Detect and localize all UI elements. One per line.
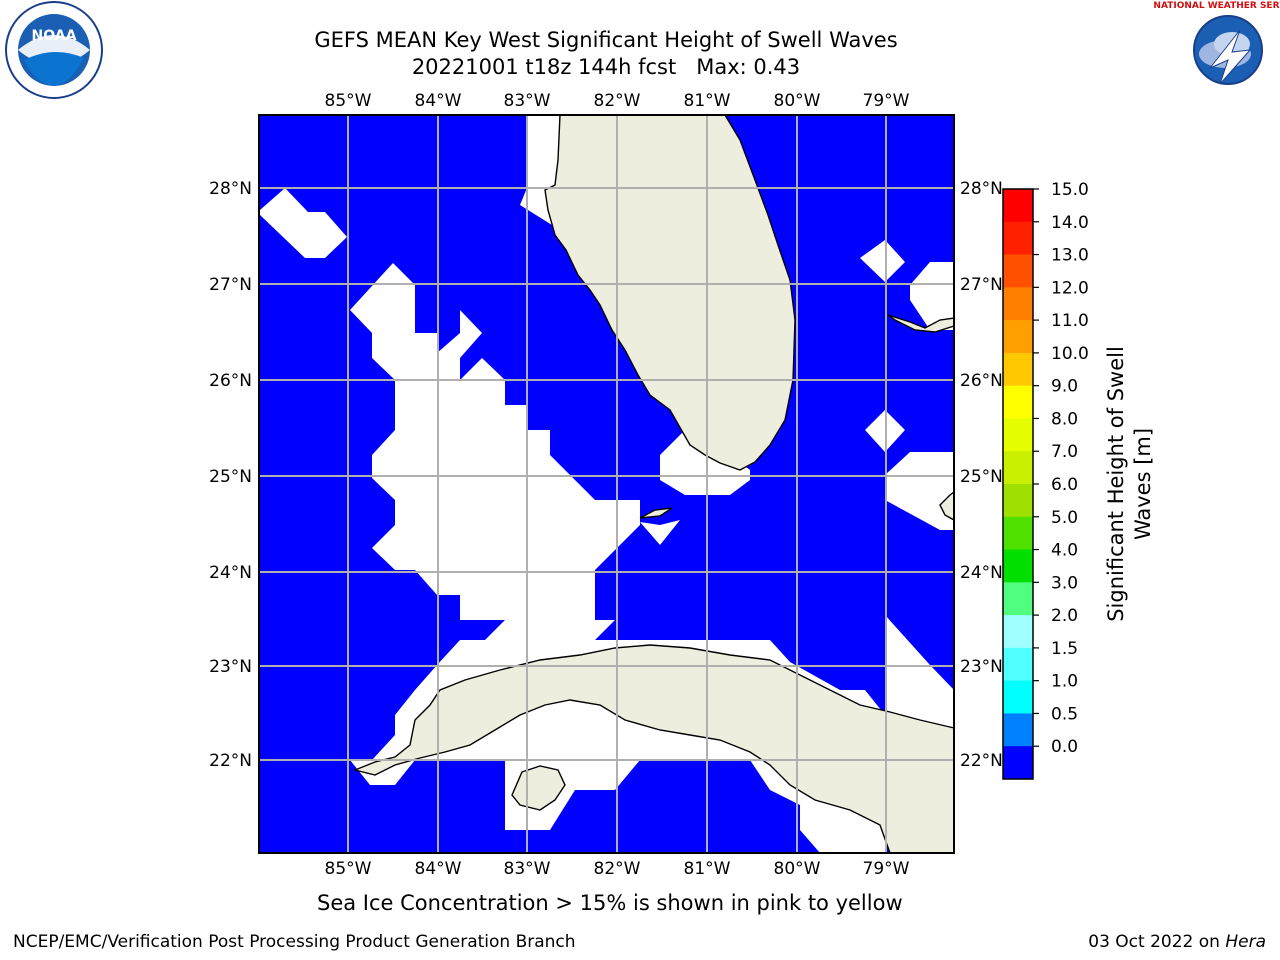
- noaa-logo-text: NOAA: [32, 28, 77, 44]
- lon-label: 79°W: [863, 859, 910, 879]
- colorbar-swatch: [1003, 189, 1033, 223]
- lon-labels-bottom: 85°W 84°W 83°W 82°W 81°W 80°W 79°W: [325, 859, 910, 879]
- colorbar-tick-label: 14.0: [1051, 213, 1089, 233]
- lat-label: 28°N: [209, 179, 252, 199]
- lat-label: 23°N: [960, 657, 1003, 677]
- colorbar-swatch: [1003, 451, 1033, 485]
- map-area: [258, 114, 955, 854]
- colorbar-tick-label: 11.0: [1051, 311, 1089, 331]
- colorbar-tick-label: 5.0: [1051, 508, 1078, 528]
- lon-label: 85°W: [325, 859, 372, 879]
- keys-island: [639, 507, 673, 519]
- colorbar-tick-label: 2.0: [1051, 606, 1078, 626]
- colorbar-tick-label: 6.0: [1051, 475, 1078, 495]
- colorbar-swatch: [1003, 549, 1033, 583]
- lon-labels-top: 85°W 84°W 83°W 82°W 81°W 80°W 79°W: [325, 91, 910, 111]
- sea-ice-note: Sea Ice Concentration > 15% is shown in …: [317, 891, 903, 915]
- lat-label: 26°N: [209, 371, 252, 391]
- colorbar-swatch: [1003, 615, 1033, 649]
- colorbar-tick-label: 7.0: [1051, 442, 1078, 462]
- map-subtitle: 20221001 t18z 144h fcst Max: 0.43: [411, 55, 801, 79]
- lat-label: 22°N: [960, 751, 1003, 771]
- footer-credit: NCEP/EMC/Verification Post Processing Pr…: [13, 932, 576, 952]
- colorbar-tick-label: 4.0: [1051, 541, 1078, 561]
- isle-of-youth: [511, 765, 566, 811]
- footer-date-machine: 03 Oct 2022 on Hera: [1088, 932, 1266, 952]
- colorbar-tick-label: 0.0: [1051, 737, 1078, 757]
- colorbar-swatch: [1003, 680, 1033, 714]
- lat-label: 25°N: [209, 467, 252, 487]
- colorbar-tick-label: 15.0: [1051, 180, 1089, 200]
- lat-label: 22°N: [209, 751, 252, 771]
- noaa-logo: NOAA: [5, 1, 103, 99]
- colorbar-swatch: [1003, 713, 1033, 747]
- colorbar-swatch: [1003, 647, 1033, 682]
- colorbar-tick-label: 8.0: [1051, 409, 1078, 429]
- nws-logo: NATIONAL WEATHER SERVICE: [1153, 1, 1280, 98]
- map-frame: [258, 114, 955, 854]
- lat-label: 23°N: [209, 657, 252, 677]
- lon-label: 84°W: [415, 859, 462, 879]
- colorbar-swatch: [1003, 484, 1033, 518]
- colorbar-label-line2: Waves [m]: [1131, 428, 1155, 540]
- colorbar-label-line1: Significant Height of Swell: [1104, 346, 1128, 622]
- lon-label: 83°W: [504, 91, 551, 111]
- lon-label: 80°W: [774, 91, 821, 111]
- florida-landmass: [544, 114, 796, 471]
- colorbar-swatch: [1003, 385, 1033, 419]
- lat-label: 24°N: [960, 563, 1003, 583]
- lat-label: 26°N: [960, 371, 1003, 391]
- map-title: GEFS MEAN Key West Significant Height of…: [314, 28, 898, 52]
- lat-label: 27°N: [209, 275, 252, 295]
- colorbar-swatch: [1003, 320, 1033, 354]
- colorbar-tick-label: 3.0: [1051, 573, 1078, 593]
- lon-label: 82°W: [594, 859, 641, 879]
- colorbar-tick-label: 12.0: [1051, 278, 1089, 298]
- lon-label: 79°W: [863, 91, 910, 111]
- lon-label: 81°W: [684, 859, 731, 879]
- lat-label: 27°N: [960, 275, 1003, 295]
- nws-logo-text: NATIONAL WEATHER SERVICE: [1153, 1, 1280, 11]
- colorbar-swatch: [1003, 221, 1033, 256]
- colorbar-tick-label: 13.0: [1051, 246, 1089, 266]
- colorbar-swatch: [1003, 418, 1033, 452]
- lon-label: 81°W: [684, 91, 731, 111]
- colorbar: 15.0 14.0 13.0 12.0 11.0 10.0 9.0 8.0 7.0 6.0 5.0 4…: [1002, 180, 1155, 780]
- footer-machine: Hera: [1225, 932, 1266, 952]
- colorbar-swatch: [1003, 582, 1033, 616]
- colorbar-tick-label: 1.5: [1051, 639, 1078, 659]
- lat-labels-left: 28°N 27°N 26°N 25°N 24°N 23°N 22°N: [209, 179, 252, 771]
- graticule: [259, 115, 954, 853]
- lon-label: 85°W: [325, 91, 372, 111]
- colorbar-swatches: [1003, 189, 1033, 780]
- lon-label: 80°W: [774, 859, 821, 879]
- colorbar-tick-label: 0.5: [1051, 704, 1078, 724]
- colorbar-swatch: [1003, 287, 1033, 321]
- colorbar-swatch: [1003, 352, 1033, 387]
- lon-label: 82°W: [594, 91, 641, 111]
- colorbar-tick-label: 10.0: [1051, 344, 1089, 364]
- lat-labels-right: 28°N 27°N 26°N 25°N 24°N 23°N 22°N: [960, 179, 1003, 771]
- lat-label: 24°N: [209, 563, 252, 583]
- colorbar-swatch: [1003, 746, 1033, 780]
- colorbar-swatch: [1003, 254, 1033, 288]
- colorbar-tick-label: 9.0: [1051, 377, 1078, 397]
- lat-label: 28°N: [960, 179, 1003, 199]
- footer-date: 03 Oct 2022 on: [1088, 932, 1226, 952]
- lon-label: 83°W: [504, 859, 551, 879]
- colorbar-tick-label: 1.0: [1051, 672, 1078, 692]
- colorbar-swatch: [1003, 516, 1033, 551]
- lat-label: 25°N: [960, 467, 1003, 487]
- lon-label: 84°W: [415, 91, 462, 111]
- colorbar-ticks: 15.0 14.0 13.0 12.0 11.0 10.0 9.0 8.0 7.0 6.0 5.0 4…: [1033, 180, 1089, 757]
